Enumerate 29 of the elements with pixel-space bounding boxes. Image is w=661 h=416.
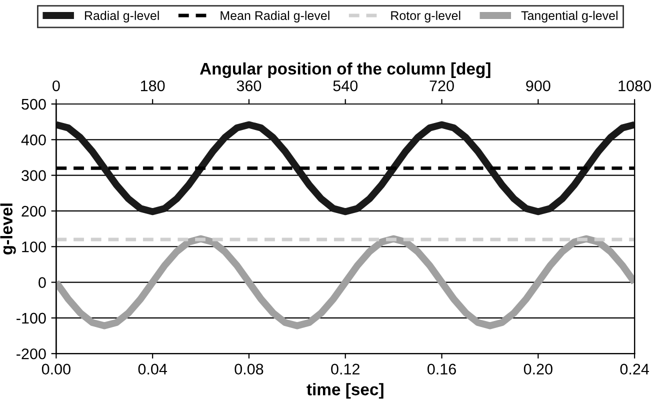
y-tick-label: 200 (22, 206, 46, 217)
legend-label: Radial g-level (84, 10, 159, 22)
x-tick-label: 0.04 (138, 364, 168, 375)
y-tick-label: -100 (16, 312, 46, 324)
y-axis-title: g-level (0, 204, 16, 255)
x2-axis-title: Angular position of the column [deg] (200, 62, 490, 78)
x-tick-label: 0.24 (620, 364, 649, 375)
legend-label: Tangential g-level (521, 10, 618, 22)
x2-tick-label: 1080 (618, 80, 651, 92)
y-tick-label: -200 (16, 348, 46, 360)
y-tick-label: 100 (22, 241, 46, 252)
x2-tick-label: 540 (333, 80, 358, 92)
x-tick-label: 0.20 (524, 364, 552, 375)
x2-tick-label: 180 (141, 80, 165, 92)
x2-tick-label: 720 (430, 80, 454, 92)
y-tick-label: 400 (21, 134, 46, 146)
x-tick-label: 0.08 (234, 364, 264, 375)
x-axis-title: time [sec] (306, 383, 384, 399)
legend-label: Mean Radial g-level (220, 10, 330, 22)
x2-tick-label: 0 (52, 80, 60, 92)
x-tick-label: 0.16 (428, 364, 456, 375)
legend-label: Rotor g-level (391, 10, 460, 22)
x2-tick-label: 900 (526, 80, 550, 92)
y-tick-label: 300 (22, 170, 46, 181)
x-tick-label: 0.12 (331, 364, 360, 375)
x2-tick-label: 360 (236, 80, 262, 92)
y-tick-label: 500 (22, 98, 46, 110)
y-tick-label: 0 (38, 277, 46, 288)
x-tick-label: 0.00 (42, 364, 70, 375)
